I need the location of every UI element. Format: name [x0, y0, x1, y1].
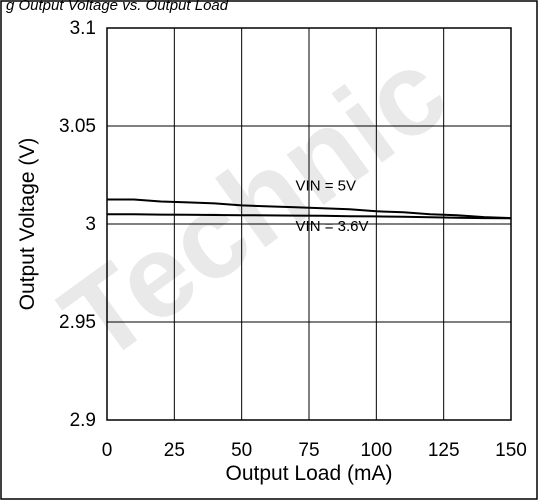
x-tick-label: 150 [495, 440, 527, 461]
series-annotation: VIN = 3.6V [296, 218, 369, 235]
y-tick-label: 3.1 [70, 18, 96, 39]
annotations: VIN = 5V VIN = 3.6V [296, 178, 369, 235]
y-tick-label: 3.05 [59, 116, 96, 137]
y-tick-label: 2.9 [70, 410, 96, 431]
y-axis-title: Output Voltage (V) [16, 138, 39, 311]
figure-header-text: g Output Voltage vs. Output Load [6, 0, 229, 14]
series-lines [107, 198, 512, 220]
x-tick-label: 0 [102, 440, 113, 461]
series-line-0 [107, 198, 512, 220]
x-tick-label: 25 [164, 440, 185, 461]
series-line-1 [107, 213, 512, 220]
y-tick-label: 3 [85, 214, 96, 235]
x-tick-label: 50 [231, 440, 252, 461]
grid-lines [107, 28, 511, 420]
y-tick-label: 2.95 [59, 312, 96, 333]
x-tick-labels: 0 25 50 75 100 125 150 [102, 440, 527, 461]
x-tick-label: 100 [360, 440, 392, 461]
x-tick-label: 125 [428, 440, 460, 461]
x-axis-title: Output Load (mA) [226, 462, 393, 485]
y-tick-labels: 2.9 2.95 3 3.05 3.1 [59, 18, 96, 431]
series-annotation: VIN = 5V [296, 178, 356, 195]
x-tick-label: 75 [298, 440, 319, 461]
